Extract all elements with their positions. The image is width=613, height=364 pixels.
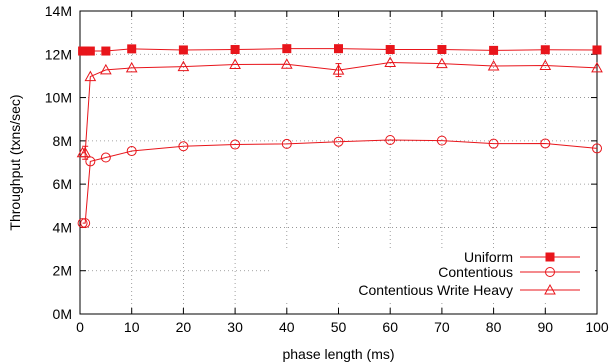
series-layer [76,44,603,229]
legend-marker [544,283,556,295]
x-tick-label: 30 [227,319,243,335]
axis-ticks [79,10,598,315]
data-point [334,44,343,54]
data-point [436,135,447,146]
y-axis-title: Throughput (txns/sec) [7,94,23,230]
data-point [540,138,551,149]
data-point [126,146,137,157]
y-tick-label: 10M [45,90,72,106]
legend-label: Uniform [464,249,513,265]
data-point [230,45,240,55]
series-line [82,62,598,154]
y-tick-label: 14M [45,3,72,19]
x-tick-label: 100 [585,319,609,335]
data-point [85,46,95,56]
x-tick-labels: 0 10 20 30 40 50 60 70 80 90 100 [76,319,609,335]
legend-marker [545,252,555,262]
data-point [540,45,550,55]
data-point [437,45,447,55]
x-tick-label: 70 [434,319,450,335]
data-point [488,138,499,149]
data-point [79,146,92,158]
series-2 [76,56,603,160]
x-tick-label: 20 [176,319,192,335]
x-tick-label: 40 [279,319,295,335]
x-tick-label: 50 [331,319,347,335]
data-point [539,59,552,71]
x-tick-label: 10 [124,319,140,335]
data-point [489,45,499,55]
series-line [82,139,598,224]
data-point [177,60,190,72]
y-tick-label: 6M [53,176,72,192]
data-point [332,64,345,75]
x-tick-label: 80 [486,319,502,335]
x-axis-title: phase length (ms) [282,346,394,362]
data-point [436,57,448,69]
data-point [178,45,188,55]
legend-label: Contentious [438,264,513,280]
x-tick-label: 90 [538,319,554,335]
data-point [100,63,112,75]
y-tick-label: 2M [53,263,72,279]
series-0 [78,44,602,56]
data-point [333,136,344,147]
x-tick-label: 0 [76,319,84,335]
data-point [100,152,111,163]
data-point [281,138,292,149]
x-tick-label: 60 [382,319,398,335]
data-point [591,61,603,73]
data-point [592,45,602,55]
y-tick-labels: 0M 2M 4M 6M 8M 10M 12M 14M [45,3,72,322]
data-point [385,45,395,55]
data-point [229,58,241,69]
y-tick-label: 4M [53,219,72,235]
data-point [127,44,137,54]
data-point [487,59,500,71]
data-point [101,46,111,56]
data-point [592,143,602,154]
data-point [384,56,397,68]
y-tick-label: 12M [45,46,72,62]
data-point [125,61,138,73]
legend-marker [545,267,555,277]
data-point [385,134,396,145]
data-point [80,218,91,229]
data-point [178,141,189,152]
data-point [230,139,241,150]
y-tick-label: 8M [53,133,72,149]
legend-label: Contentious Write Heavy [358,282,513,298]
y-tick-label: 0M [53,306,72,322]
data-point [77,218,88,229]
data-point [282,44,292,54]
data-point [280,58,293,69]
series-1 [77,134,602,229]
data-point [84,70,97,82]
